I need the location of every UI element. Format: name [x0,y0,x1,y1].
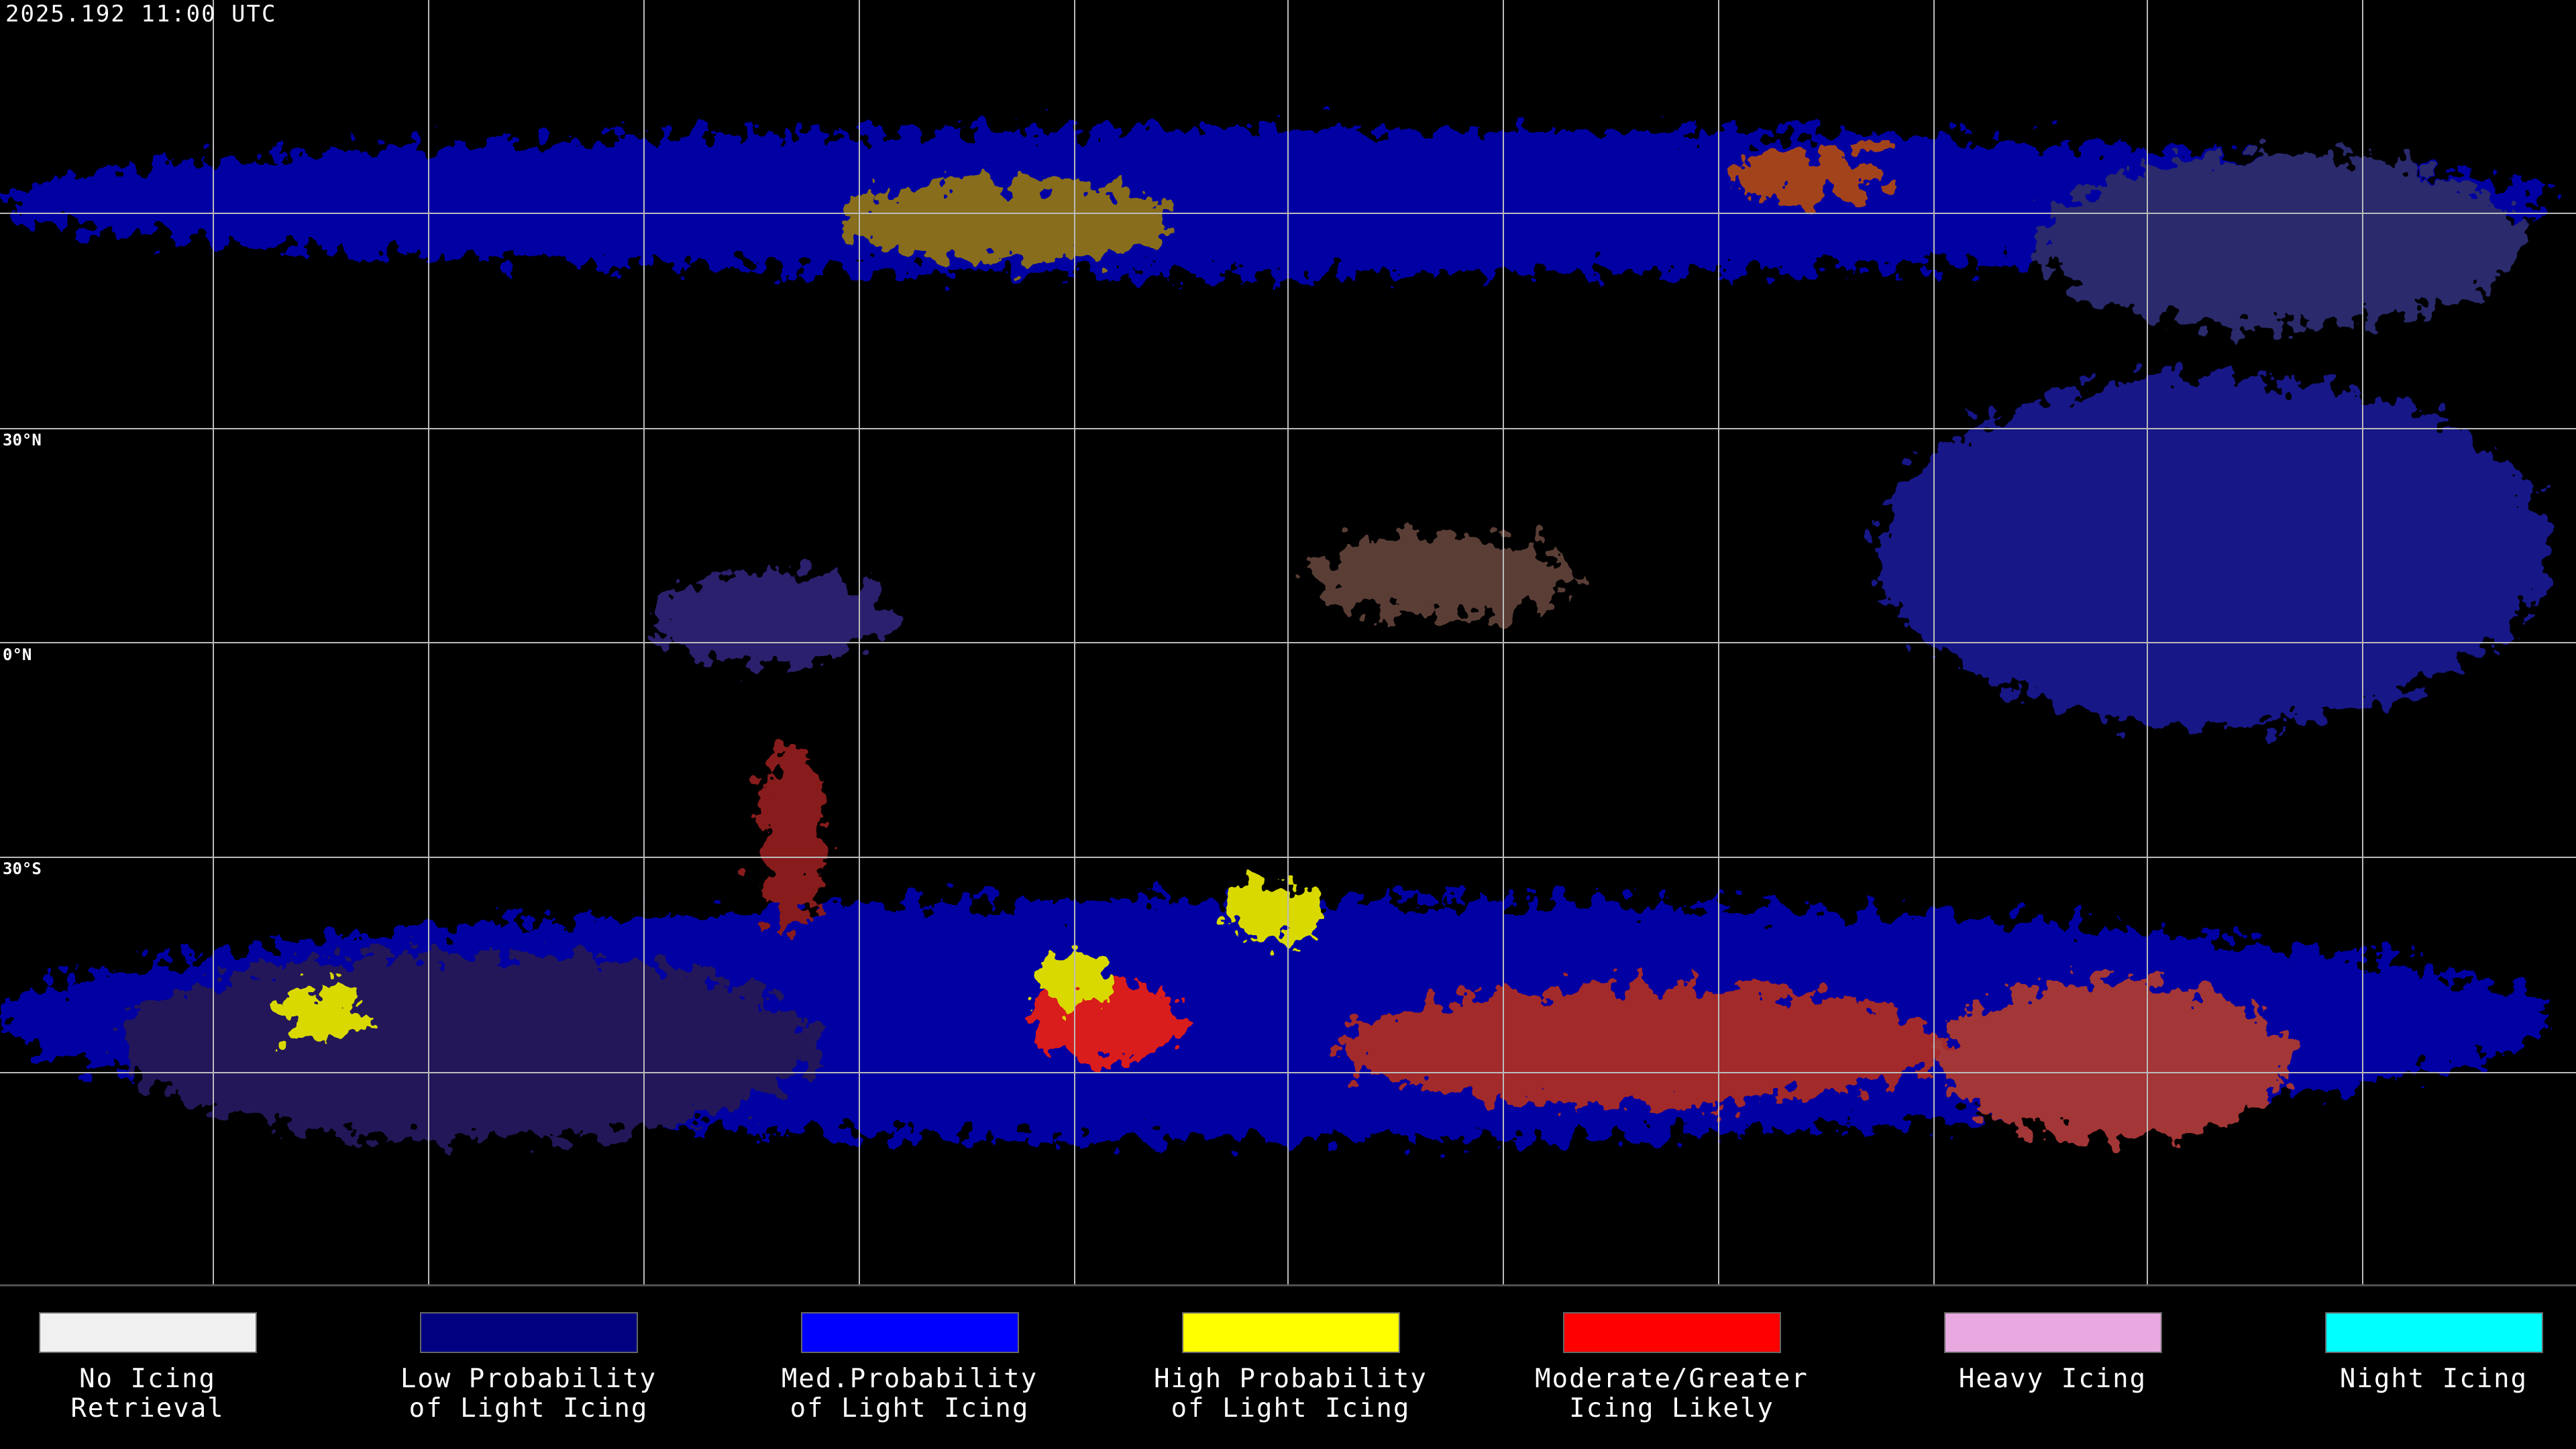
legend-label: of Light Icing [1171,1393,1411,1424]
latitude-label: 30°N [3,431,42,449]
legend-swatch [1944,1312,2162,1353]
legend-label: Icing Likely [1569,1393,1774,1424]
legend-label: of Light Icing [409,1393,649,1424]
legend-label: Retrieval [70,1393,224,1424]
legend-label: Moderate/Greater [1535,1364,1809,1394]
legend-swatch [39,1312,257,1353]
legend-swatch [420,1312,638,1353]
legend-label: Night Icing [2340,1364,2528,1394]
legend-label: Heavy Icing [1959,1364,2147,1394]
legend-swatch [1563,1312,1781,1353]
legend-label: High Probability [1154,1364,1428,1394]
icing-field [0,127,2549,1140]
legend-swatch [1182,1312,1400,1353]
latitude-label: 30°S [3,859,42,878]
legend-swatch [801,1312,1019,1353]
legend-label: Low Probability [400,1364,657,1394]
legend-label: of Light Icing [790,1393,1030,1424]
legend-label: No Icing [79,1364,216,1394]
legend-label: Med.Probability [782,1364,1038,1394]
legend-swatch [2325,1312,2543,1353]
graticule [0,0,2576,1285]
latitude-label: 0°N [3,645,32,664]
timestamp: 2025.192 11:00 UTC [5,1,276,28]
